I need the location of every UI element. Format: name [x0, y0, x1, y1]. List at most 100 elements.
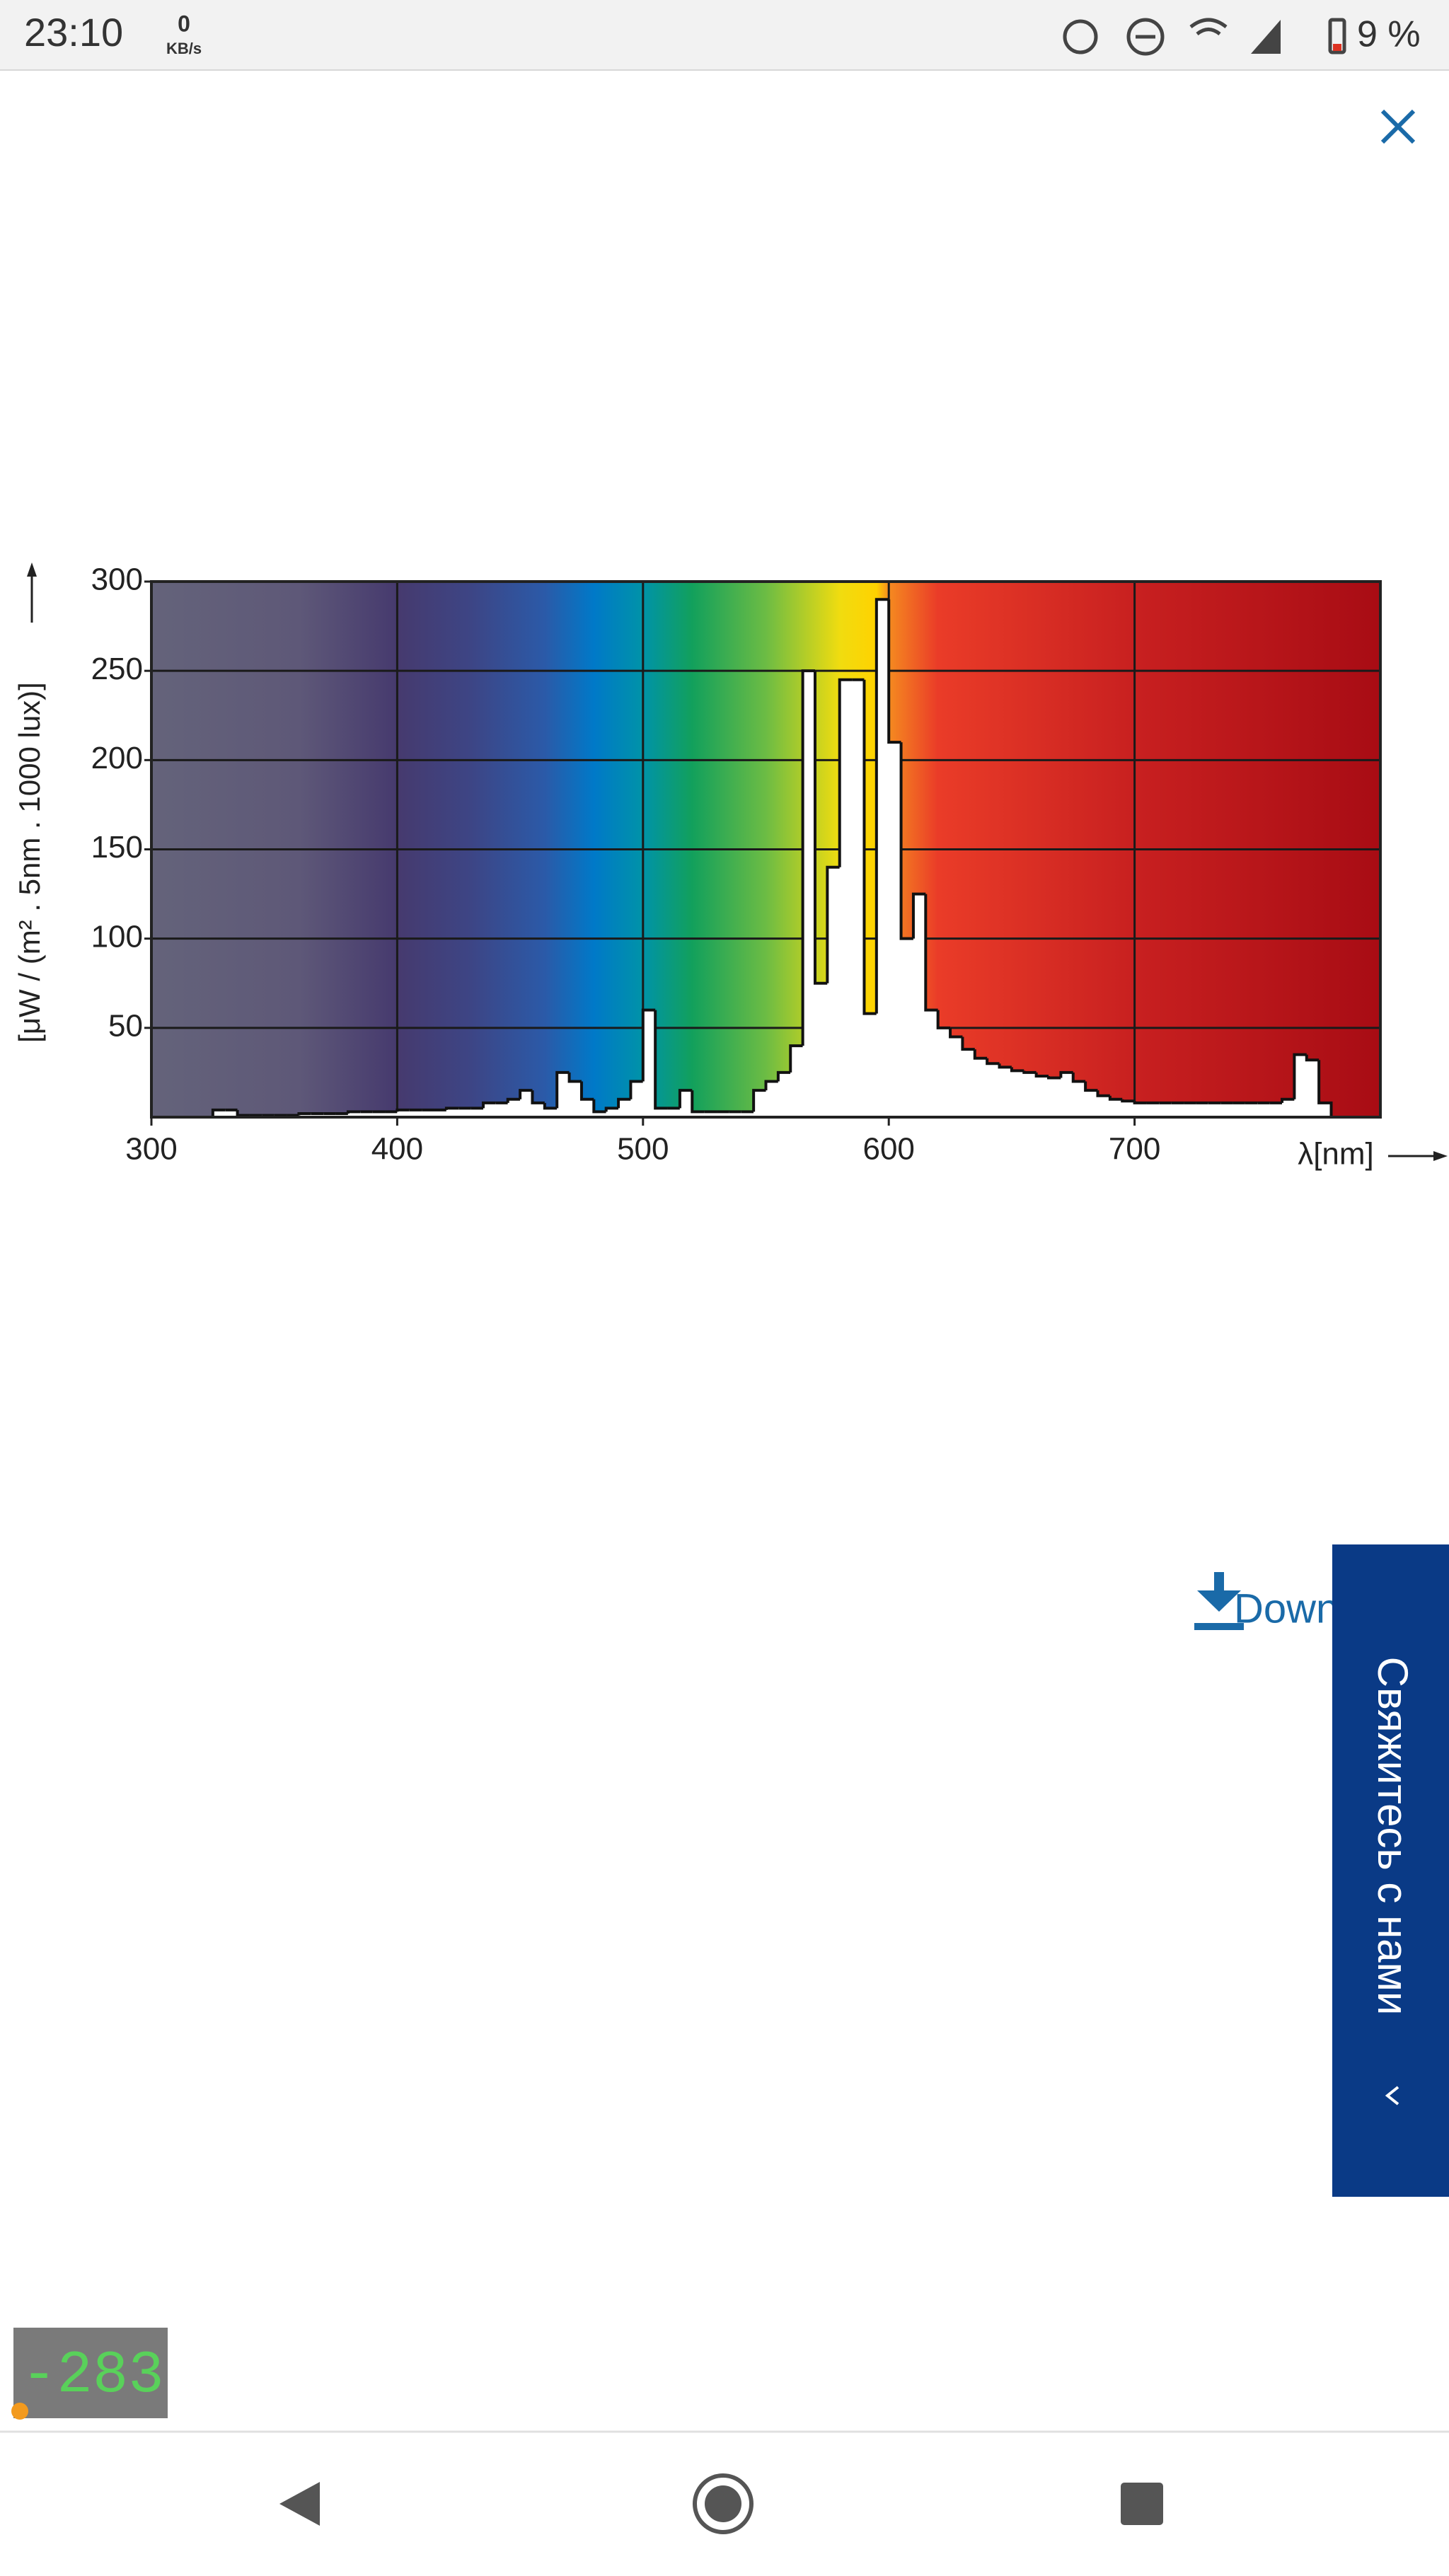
y-axis-label: [μW / (m² . 5nm . 1000 lux)]	[13, 682, 46, 1043]
bar-outline	[936, 1010, 951, 1029]
close-button[interactable]	[1380, 109, 1416, 144]
bar	[446, 1108, 459, 1117]
bar	[827, 867, 841, 1117]
bar	[642, 1010, 656, 1117]
bar	[1036, 1075, 1049, 1117]
bar-outline	[998, 1063, 1012, 1069]
bar	[679, 1090, 693, 1117]
bar	[1159, 1102, 1172, 1117]
bar	[937, 1027, 951, 1117]
debug-dot	[11, 2403, 28, 2420]
bar	[1146, 1102, 1160, 1117]
y-tick-label: 250	[91, 652, 143, 686]
bar-outline	[1034, 1072, 1049, 1078]
bar-outline	[752, 1089, 766, 1112]
bar	[618, 1099, 631, 1117]
bar-outline	[604, 1107, 619, 1112]
bar-outline	[949, 1027, 963, 1039]
bar	[852, 679, 865, 1117]
bar	[1319, 1102, 1332, 1117]
bar	[507, 1099, 521, 1117]
bar	[876, 599, 889, 1117]
bar	[987, 1063, 1000, 1117]
bar	[532, 1102, 545, 1117]
debug-box	[13, 2328, 168, 2418]
bar	[704, 1111, 717, 1117]
bar	[1097, 1095, 1111, 1117]
bar	[483, 1102, 496, 1117]
bar	[999, 1067, 1012, 1117]
bar-outline	[1281, 1097, 1295, 1103]
signal-icon	[1251, 20, 1281, 54]
bar	[1171, 1102, 1184, 1117]
bar-outline	[1133, 1101, 1147, 1104]
alarm-icon	[1063, 19, 1098, 54]
bar-outline	[1317, 1060, 1333, 1117]
spectrum-chart: 50 100 150 200 250 300 300 400 500 600 700 [μW / (…	[13, 562, 1448, 1172]
bar	[495, 1102, 509, 1117]
bar	[839, 679, 853, 1117]
nav-home[interactable]	[693, 2473, 754, 2534]
bar	[667, 1108, 681, 1117]
nav-recents[interactable]	[1121, 2483, 1163, 2525]
bar	[1220, 1102, 1234, 1117]
download-icon	[1194, 1572, 1244, 1630]
bar-outline	[899, 742, 913, 940]
bar	[606, 1108, 619, 1117]
contact-tab[interactable]: Свяжитесь с нами	[1332, 1544, 1449, 2197]
bar-outline	[641, 1008, 656, 1082]
bar	[790, 1046, 804, 1117]
bar-outline	[543, 1102, 558, 1110]
bar	[311, 1113, 324, 1117]
y-tick-label: 50	[108, 1008, 143, 1043]
download-link[interactable]: Download	[1194, 1572, 1416, 1631]
bar	[655, 1108, 669, 1117]
bar-outline	[691, 1090, 705, 1114]
bar	[581, 1099, 594, 1117]
bar-outline	[887, 599, 901, 744]
net-unit: KB/s	[166, 40, 202, 57]
bar-outline	[961, 1036, 975, 1051]
bar	[1134, 1102, 1148, 1117]
bar-outline	[236, 1109, 250, 1117]
bar	[360, 1111, 374, 1117]
bar-outline	[396, 1108, 410, 1112]
bar-outline	[973, 1049, 988, 1060]
bar	[754, 1090, 766, 1117]
battery-icon	[1328, 18, 1346, 54]
bar	[569, 1081, 582, 1117]
y-tick-label: 200	[91, 741, 143, 775]
bar	[1306, 1060, 1320, 1117]
bar	[692, 1111, 705, 1117]
bar	[1232, 1102, 1246, 1117]
bar	[925, 1010, 939, 1117]
bar	[1257, 1102, 1271, 1117]
bar	[950, 1036, 963, 1117]
nav-back[interactable]	[279, 2482, 320, 2526]
bar-outline	[1071, 1072, 1086, 1083]
download-clip: Download	[1234, 1586, 1332, 1631]
x-arrowhead	[1433, 1151, 1448, 1161]
wifi-icon	[1189, 18, 1228, 36]
bar	[962, 1049, 976, 1117]
x-tick-label: 300	[125, 1132, 177, 1167]
axes: 50 100 150 200 250 300 300 400 500 600 700	[91, 562, 1161, 1167]
bar-outline	[1059, 1070, 1073, 1078]
bar	[717, 1111, 729, 1117]
bar	[1109, 1099, 1123, 1117]
bar-outline	[654, 1010, 668, 1110]
bar-outline	[531, 1090, 545, 1104]
x-axis-label: λ[nm]	[1298, 1137, 1374, 1172]
y-arrowhead	[27, 562, 37, 577]
bar-outline	[764, 1080, 778, 1091]
bar-outline	[506, 1097, 521, 1103]
bar	[1061, 1072, 1074, 1117]
bar	[471, 1108, 484, 1117]
y-tick-label: 150	[91, 830, 143, 865]
bar	[1294, 1054, 1307, 1117]
bar-outline	[444, 1107, 459, 1110]
bar-outline	[813, 671, 828, 985]
bar	[1049, 1078, 1061, 1117]
